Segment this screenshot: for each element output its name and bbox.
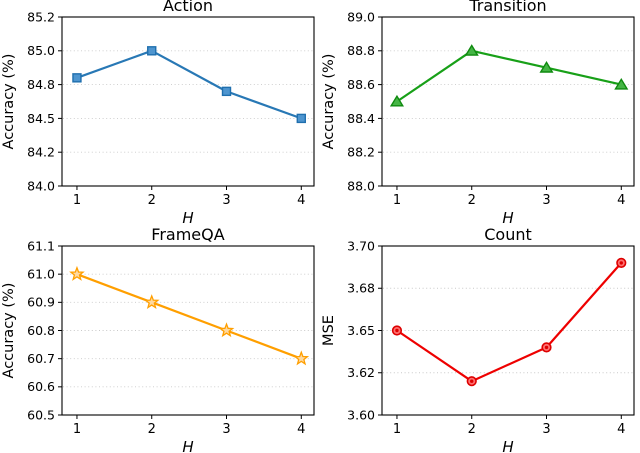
data-point-marker bbox=[296, 113, 306, 124]
x-axis-label: H bbox=[182, 209, 193, 226]
x-tick-label: 2 bbox=[148, 422, 156, 437]
data-point-marker-center bbox=[619, 261, 623, 265]
data-point-marker bbox=[143, 294, 160, 310]
chart-title: Count bbox=[484, 227, 532, 244]
y-tick-label: 3.65 bbox=[347, 323, 375, 338]
chart-title: Transition bbox=[468, 0, 546, 15]
data-point-marker-center bbox=[470, 379, 474, 383]
data-point-marker bbox=[389, 94, 404, 107]
chart-frameqa: 60.5 60.6 60.7 60.8 60.9 61.0 61.1 1 2 3 4 FrameQA A… bbox=[1, 227, 315, 453]
y-tick-label: 60.5 bbox=[27, 407, 55, 422]
y-axis-label: Accuracy (%) bbox=[1, 283, 17, 379]
y-tick-label: 85.0 bbox=[27, 43, 55, 58]
x-tick-label: 3 bbox=[542, 193, 550, 208]
y-tick-label: 84.0 bbox=[27, 178, 55, 193]
x-tick-label: 2 bbox=[148, 193, 156, 208]
y-tick-label: 3.68 bbox=[347, 281, 375, 296]
y-tick-label: 88.4 bbox=[347, 111, 375, 126]
y-tick-label: 3.62 bbox=[347, 365, 375, 380]
series-line bbox=[75, 273, 303, 360]
chart-title: FrameQA bbox=[151, 227, 224, 244]
x-tick-label: 4 bbox=[617, 422, 625, 437]
y-tick-label: 88.8 bbox=[347, 43, 375, 58]
x-tick-label: 1 bbox=[73, 193, 81, 208]
series-line bbox=[75, 49, 303, 120]
x-tick-label: 1 bbox=[393, 193, 401, 208]
x-tick-label: 4 bbox=[297, 422, 305, 437]
x-tick-label: 4 bbox=[297, 193, 305, 208]
data-point-marker-center bbox=[395, 328, 399, 333]
data-point-marker bbox=[69, 265, 85, 281]
chart-title: Action bbox=[163, 0, 213, 15]
y-tick-label: 89.0 bbox=[347, 9, 375, 24]
y-tick-label: 84.2 bbox=[27, 145, 55, 160]
data-point-marker bbox=[539, 61, 554, 73]
y-tick-label: 60.6 bbox=[27, 379, 55, 394]
axes-frame bbox=[61, 16, 315, 187]
y-tick-label: 60.7 bbox=[27, 351, 55, 366]
y-tick-label: 60.9 bbox=[27, 295, 55, 310]
x-axis-label: H bbox=[502, 209, 513, 226]
series-line bbox=[395, 261, 623, 383]
y-tick-label: 61.0 bbox=[27, 267, 55, 282]
axes-frame bbox=[381, 16, 635, 187]
data-point-marker bbox=[293, 350, 310, 366]
y-tick-label: 85.2 bbox=[27, 9, 55, 24]
series-line bbox=[395, 49, 623, 103]
data-point-marker bbox=[221, 86, 232, 97]
x-tick-label: 4 bbox=[617, 193, 625, 208]
x-tick-label: 2 bbox=[468, 193, 476, 208]
data-point-marker bbox=[614, 77, 629, 90]
chart-count: 3.60 3.62 3.65 3.68 3.70 1 2 3 4 Count MSE H bbox=[321, 227, 635, 453]
data-point-marker bbox=[218, 322, 235, 338]
y-axis-label: MSE bbox=[321, 315, 337, 346]
y-tick-label: 60.8 bbox=[27, 323, 55, 338]
x-tick-label: 1 bbox=[73, 422, 81, 437]
x-tick-label: 1 bbox=[393, 422, 401, 437]
data-point-marker-center bbox=[544, 345, 549, 350]
y-tick-label: 84.5 bbox=[27, 111, 55, 126]
x-tick-label: 3 bbox=[222, 193, 230, 208]
x-tick-label: 3 bbox=[222, 422, 230, 437]
y-tick-label: 88.2 bbox=[347, 145, 375, 160]
y-tick-label: 3.60 bbox=[347, 407, 375, 422]
chart-action: 84.0 84.2 84.5 84.8 85.0 85.2 1 2 3 4 Action Accura… bbox=[1, 0, 315, 226]
data-point-marker bbox=[147, 46, 157, 56]
y-axis-label: Accuracy (%) bbox=[321, 54, 337, 150]
y-tick-label: 84.8 bbox=[27, 77, 55, 92]
chart-transition: 88.0 88.2 88.4 88.6 88.8 89.0 1 2 3 4 Transition Ac… bbox=[321, 0, 635, 226]
x-axis-label: H bbox=[182, 438, 193, 453]
y-tick-label: 88.6 bbox=[347, 77, 375, 92]
x-axis-label: H bbox=[502, 438, 513, 453]
data-point-marker bbox=[464, 44, 479, 56]
y-tick-label: 61.1 bbox=[27, 238, 55, 253]
y-axis-label: Accuracy (%) bbox=[1, 54, 17, 150]
data-point-marker bbox=[72, 73, 82, 83]
y-tick-label: 3.70 bbox=[347, 238, 375, 253]
y-tick-label: 88.0 bbox=[347, 178, 375, 193]
x-tick-label: 3 bbox=[542, 422, 550, 437]
x-tick-label: 2 bbox=[468, 422, 476, 437]
